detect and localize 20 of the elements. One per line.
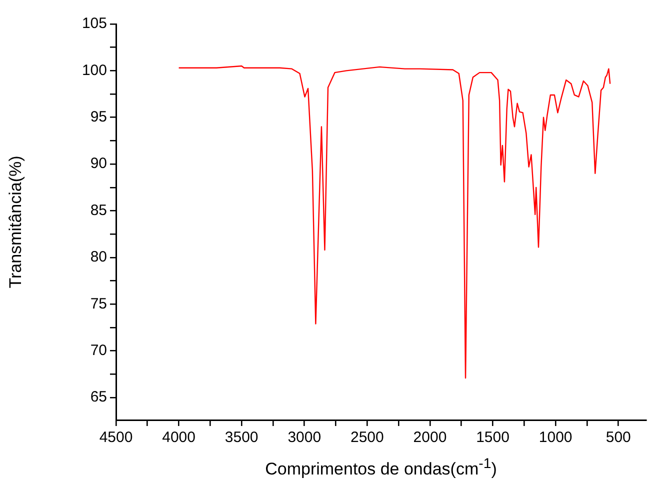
y-tick-label: 90 (90, 155, 107, 172)
x-tick-label: 500 (606, 429, 631, 446)
y-tick-label: 95 (90, 108, 107, 126)
x-tick-label: 4000 (162, 429, 196, 446)
y-tick-label: 80 (90, 248, 107, 266)
x-tick-label: 3000 (288, 429, 322, 446)
y-tick-label: 65 (90, 388, 107, 406)
x-tick-label: 1000 (538, 429, 572, 446)
x-axis-title: Comprimentos de ondas(cm$^{-1}$) (264, 456, 498, 480)
y-axis-title: Transmitância(%) (6, 156, 25, 288)
x-tick-label: 3500 (224, 429, 258, 446)
y-tick-label: 100 (82, 62, 107, 79)
x-tick-label: 2000 (413, 429, 447, 446)
y-tick-label: 70 (90, 342, 107, 360)
x-tick-label: 4500 (99, 429, 133, 446)
y-tick-label: 105 (82, 15, 107, 32)
x-tick-label: 2500 (350, 429, 384, 446)
y-tick-label: 85 (90, 202, 107, 219)
y-tick-label: 75 (90, 295, 107, 312)
x-tick-label: 1500 (476, 429, 510, 446)
